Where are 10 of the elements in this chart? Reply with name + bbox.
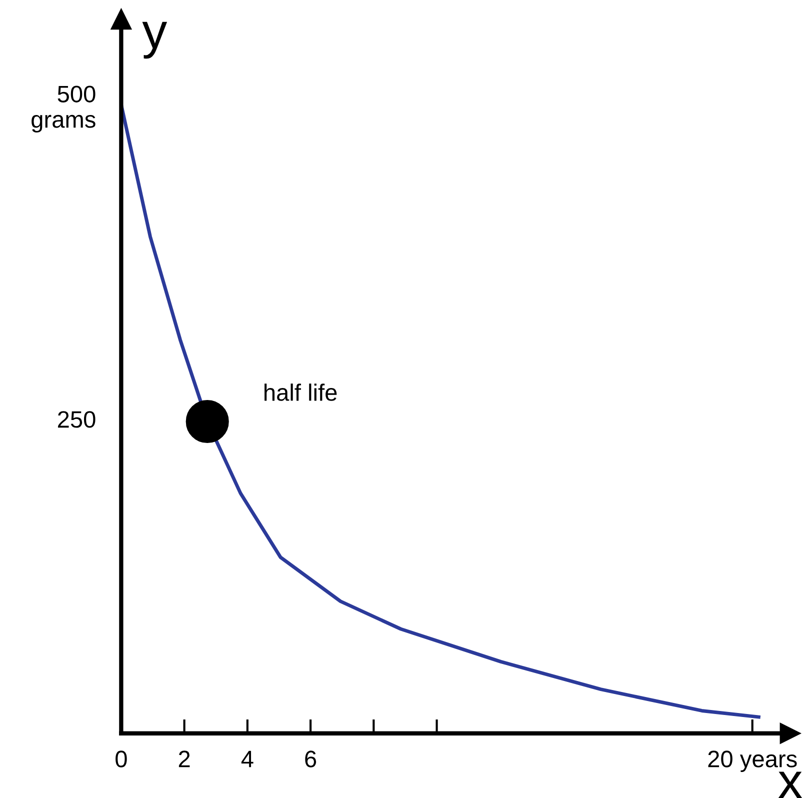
x-tick-label: 20 years <box>708 750 797 772</box>
y-tick-label: 250 <box>58 411 96 428</box>
x-tick-label: 6 <box>305 750 316 768</box>
annotation: half life <box>264 384 337 401</box>
x-tick-label: 2 <box>178 750 190 768</box>
x-tick-label: 0 <box>116 750 127 768</box>
x-axis-title: x <box>778 772 802 798</box>
y-tick-label: 500 grams <box>32 86 96 133</box>
y-axis-title: y <box>142 22 168 59</box>
x-tick-label: 4 <box>241 750 254 768</box>
